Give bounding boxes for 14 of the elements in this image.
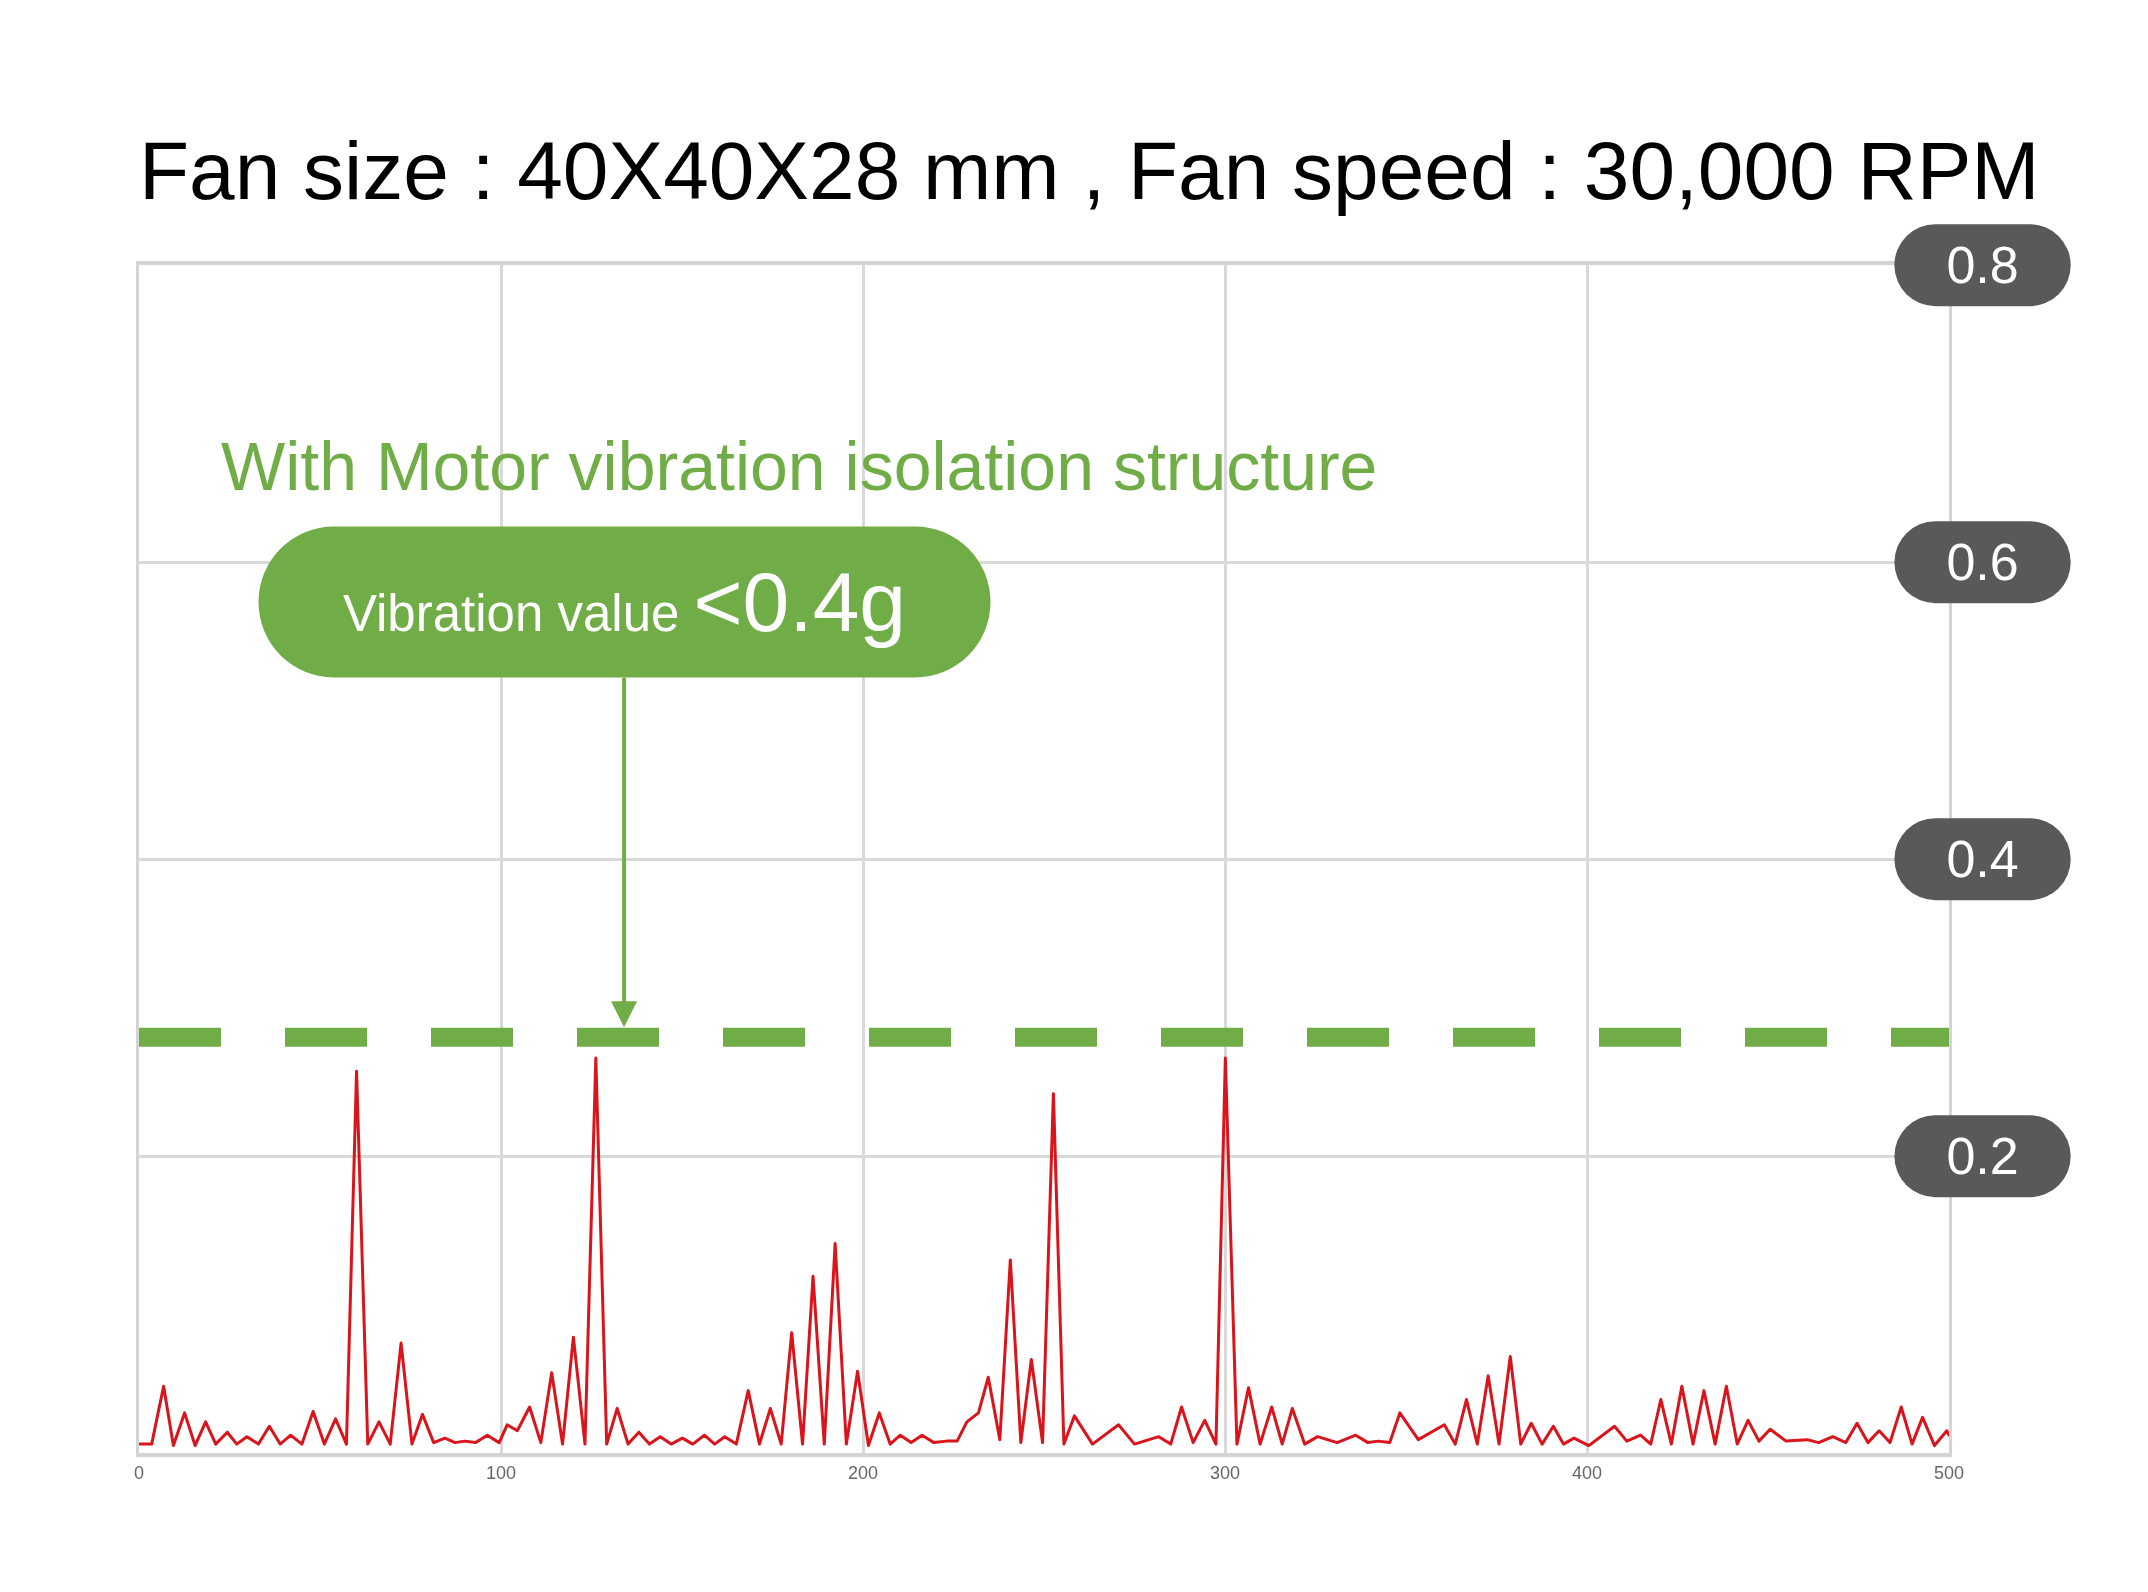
y-tick-label: 0.2 [1946,1127,2019,1186]
x-tick-label: 300 [1209,1462,1241,1483]
annotation: With Motor vibration isolation structure [221,428,1378,504]
y-tick-label: 0.4 [1946,830,2019,889]
y-tick-label: 0.6 [1946,533,2019,592]
y-tick-label: 0.8 [1946,236,2019,295]
x-tick-label: 0 [133,1462,145,1483]
chart-title: Fan size : 40X40X28 mm , Fan speed : 30,000 RPM [139,125,2040,217]
x-tick-label: 400 [1571,1462,1603,1483]
line-series [139,1056,1949,1448]
x-tick-label: 100 [485,1462,517,1483]
x-tick-label: 500 [1933,1462,1965,1483]
annotation: Vibration value <0.4g [342,555,907,649]
x-tick-label: 200 [847,1462,879,1483]
